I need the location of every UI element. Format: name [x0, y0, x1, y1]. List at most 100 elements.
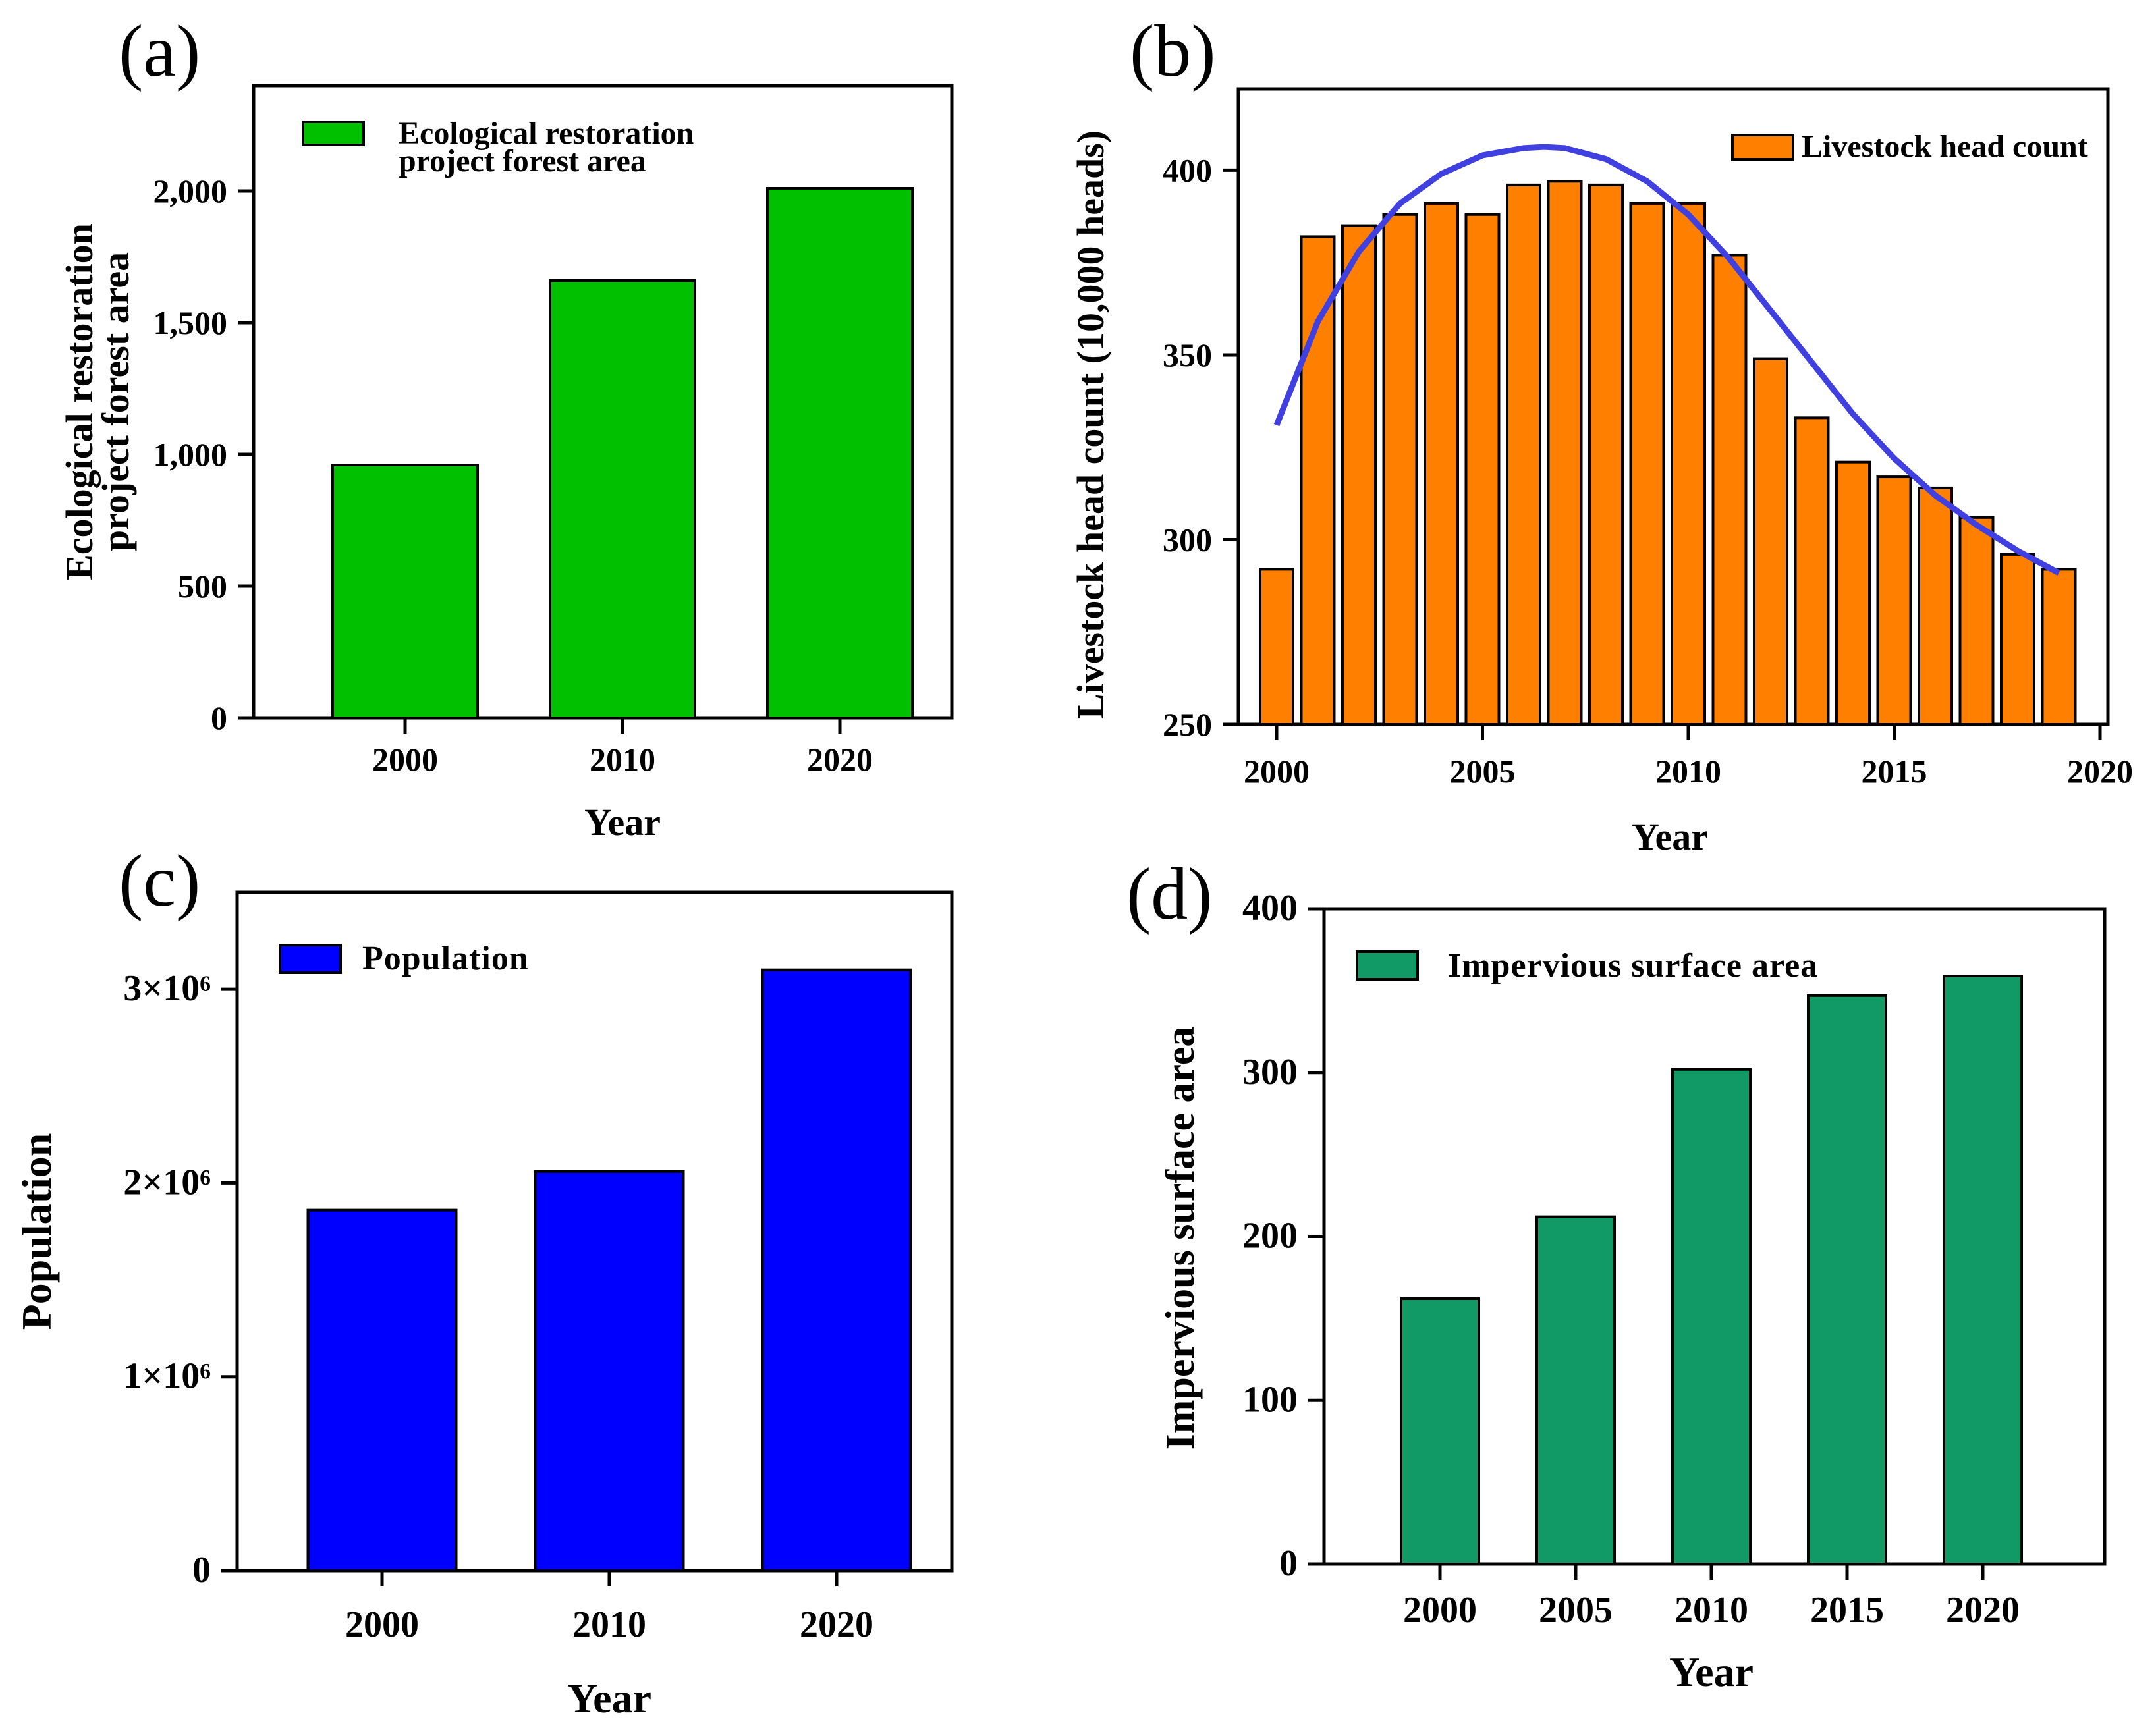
panel-b-xtick-label-2015: 2015	[1862, 753, 1927, 790]
panel-c-ytick-label-2: 2×10⁶	[123, 1162, 211, 1203]
panel-b: (b) 250 300 350 400 2000 2005 2010 2015 2020 Li…	[1069, 11, 2133, 858]
panel-d-bar-2005	[1535, 1215, 1616, 1565]
panel-d-ylabel-line-1: Impervious surface area	[1158, 1027, 1203, 1450]
panel-b-xlabel: Year	[1632, 815, 1708, 858]
panel-d-xlabel: Year	[1669, 1648, 1754, 1695]
panel-c-legend: Population	[279, 940, 529, 977]
panel-d-bar-2010	[1671, 1068, 1752, 1565]
panel-c-bar-2000	[306, 1208, 458, 1572]
panel-d-ytick-label-2: 200	[1242, 1216, 1298, 1257]
panel-c-xtick-label-2000: 2000	[345, 1604, 419, 1645]
panel-a-legend: Ecological restoration project forest ar…	[302, 116, 694, 178]
panel-b-xtick-label-2020: 2020	[2067, 753, 2133, 790]
panel-d-legend: Impervious surface area	[1356, 947, 1818, 985]
panel-c-xtick-label-2010: 2010	[572, 1604, 646, 1645]
panel-b-ylabel: Livestock head count (10,000 heads)	[1069, 130, 1112, 719]
panel-d-xtick-label-2020: 2020	[1946, 1590, 2020, 1631]
panel-b-ytick-label-400: 400	[1163, 151, 1212, 188]
panel-b-xtick-label-2005: 2005	[1450, 753, 1516, 790]
panel-b-bar-2006	[1506, 183, 1541, 726]
panel-d-legend-line-1: Impervious surface area	[1448, 947, 1818, 985]
panel-b-bar-2002	[1341, 224, 1377, 726]
panel-d-xtick-label-2000: 2000	[1403, 1590, 1477, 1631]
panel-c-ytick-label-0: 0	[192, 1550, 211, 1590]
panel-b-bar-2015	[1876, 475, 1912, 726]
panel-d-bar-2020	[1943, 974, 2023, 1566]
panel-b-xtick-label-2010: 2010	[1655, 753, 1721, 790]
panel-a-legend-line-1: Ecological restoration	[399, 116, 694, 151]
panel-b-bar-2004	[1424, 202, 1459, 726]
panel-b-bar-2017	[1958, 516, 1995, 726]
panel-a-xlabel: Year	[584, 801, 661, 844]
panel-a-xtick-label-2010: 2010	[590, 741, 655, 778]
panel-a-bar-2010	[549, 279, 696, 719]
panel-b-bar-2010	[1671, 202, 1706, 726]
panel-a-ylabel-line-2: project forest area	[94, 252, 137, 551]
panel-d-bar-2015	[1807, 994, 1887, 1565]
panel-a: (a) 0 500 1,000 1,500 2,000 2000 2010 2020 Eco…	[58, 11, 954, 844]
panel-a-ylabel: Ecological restoration project forest ar…	[58, 223, 137, 580]
panel-d-xtick-label-2010: 2010	[1674, 1590, 1748, 1631]
panel-a-bar-2020	[766, 187, 914, 719]
panel-c-ylabel-line-1: Population	[13, 1133, 60, 1330]
panel-a-label: (a)	[119, 11, 200, 92]
panel-c-legend-swatch	[279, 944, 342, 974]
panel-a-legend-line-2: project forest area	[399, 144, 646, 178]
panel-d-label: (d)	[1126, 853, 1213, 935]
panel-a-xtick-label-2000: 2000	[372, 741, 438, 778]
panel-b-bar-2013	[1794, 416, 1830, 726]
panel-c-bar-2020	[761, 968, 912, 1572]
panel-b-label: (b)	[1130, 11, 1216, 92]
panel-a-ytick-label-4: 2,000	[153, 173, 228, 209]
panel-a-ytick-label-2: 1,000	[153, 436, 228, 473]
panel-b-ytick-label-350: 350	[1163, 337, 1212, 373]
panel-a-xtick-label-2020: 2020	[807, 741, 873, 778]
panel-d: (d) 0 100 200 300 400 2000 2005 2010 2015 2020 I…	[1126, 853, 2107, 1695]
panel-d-ylabel: Impervious surface area	[1158, 1027, 1203, 1450]
panel-c-ytick-label-3: 3×10⁶	[123, 968, 211, 1009]
panel-d-ytick-label-1: 100	[1242, 1379, 1298, 1420]
panel-b-legend-swatch	[1731, 134, 1794, 161]
panel-d-bar-2000	[1400, 1297, 1480, 1566]
panel-a-ytick-label-0: 0	[211, 699, 227, 736]
panel-b-bar-2011	[1711, 254, 1748, 726]
panel-b-bar-2009	[1629, 202, 1665, 726]
panel-c-bar-2010	[534, 1170, 685, 1573]
panel-b-xtick-label-2000: 2000	[1244, 753, 1310, 790]
panel-a-ytick-label-1: 500	[178, 568, 227, 605]
panel-a-ylabel-line-1: Ecological restoration	[58, 223, 101, 580]
panel-c-label: (c)	[119, 840, 200, 922]
panel-d-xtick-label-2015: 2015	[1810, 1590, 1884, 1631]
panel-a-bar-2000	[331, 464, 479, 719]
panel-d-ytick-label-4: 400	[1242, 888, 1298, 929]
panel-b-bar-2019	[2041, 568, 2077, 726]
panel-d-ytick-label-0: 0	[1279, 1543, 1298, 1584]
panel-b-bar-2000	[1259, 568, 1294, 726]
panel-b-ytick-label-300: 300	[1163, 521, 1212, 558]
panel-d-xtick-label-2005: 2005	[1539, 1590, 1613, 1631]
panel-b-bar-2012	[1753, 357, 1788, 726]
panel-c-xlabel: Year	[567, 1675, 651, 1721]
panel-b-bar-2016	[1918, 486, 1953, 726]
panel-b-bar-2007	[1547, 180, 1583, 726]
panel-b-legend-line-1: Livestock head count	[1802, 129, 2088, 164]
panel-b-bar-2003	[1382, 213, 1418, 726]
panel-b-bar-2008	[1588, 183, 1624, 726]
panel-d-ytick-label-3: 300	[1242, 1052, 1298, 1093]
panel-b-bar-2005	[1464, 213, 1501, 726]
panel-b-legend: Livestock head count	[1731, 129, 2088, 164]
panel-c-ylabel: Population	[13, 1133, 60, 1330]
panel-c-legend-line-1: Population	[362, 940, 529, 977]
panel-c-ytick-label-1: 1×10⁶	[123, 1356, 211, 1397]
panel-a-ytick-label-3: 1,500	[153, 304, 228, 341]
panel-b-ytick-label-250: 250	[1163, 706, 1212, 743]
panel-a-legend-swatch	[302, 121, 365, 146]
panel-b-bar-2014	[1835, 460, 1871, 726]
panel-b-bar-2001	[1300, 235, 1336, 726]
panel-c: (c) 0 1×10⁶ 2×10⁶ 3×10⁶ 2000 2010 2020 Popula…	[13, 840, 954, 1721]
panel-c-xtick-label-2020: 2020	[800, 1604, 873, 1645]
panel-b-trend-line	[1273, 144, 2060, 576]
panel-d-legend-swatch	[1356, 950, 1419, 981]
panel-b-ylabel-line-1: Livestock head count (10,000 heads)	[1069, 130, 1112, 719]
